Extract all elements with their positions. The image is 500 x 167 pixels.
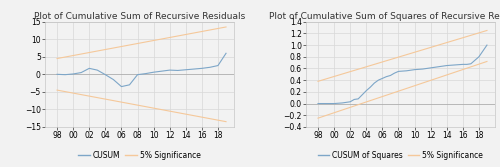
Legend: CUSUM of Squares, 5% Significance: CUSUM of Squares, 5% Significance: [315, 148, 486, 163]
Title: Plot of Cumulative Sum of Recursive Residuals: Plot of Cumulative Sum of Recursive Resi…: [34, 12, 245, 21]
Legend: CUSUM, 5% Significance: CUSUM, 5% Significance: [76, 148, 204, 163]
Title: Plot of Cumulative Sum of Squares of Recursive Residuals: Plot of Cumulative Sum of Squares of Rec…: [270, 12, 500, 21]
